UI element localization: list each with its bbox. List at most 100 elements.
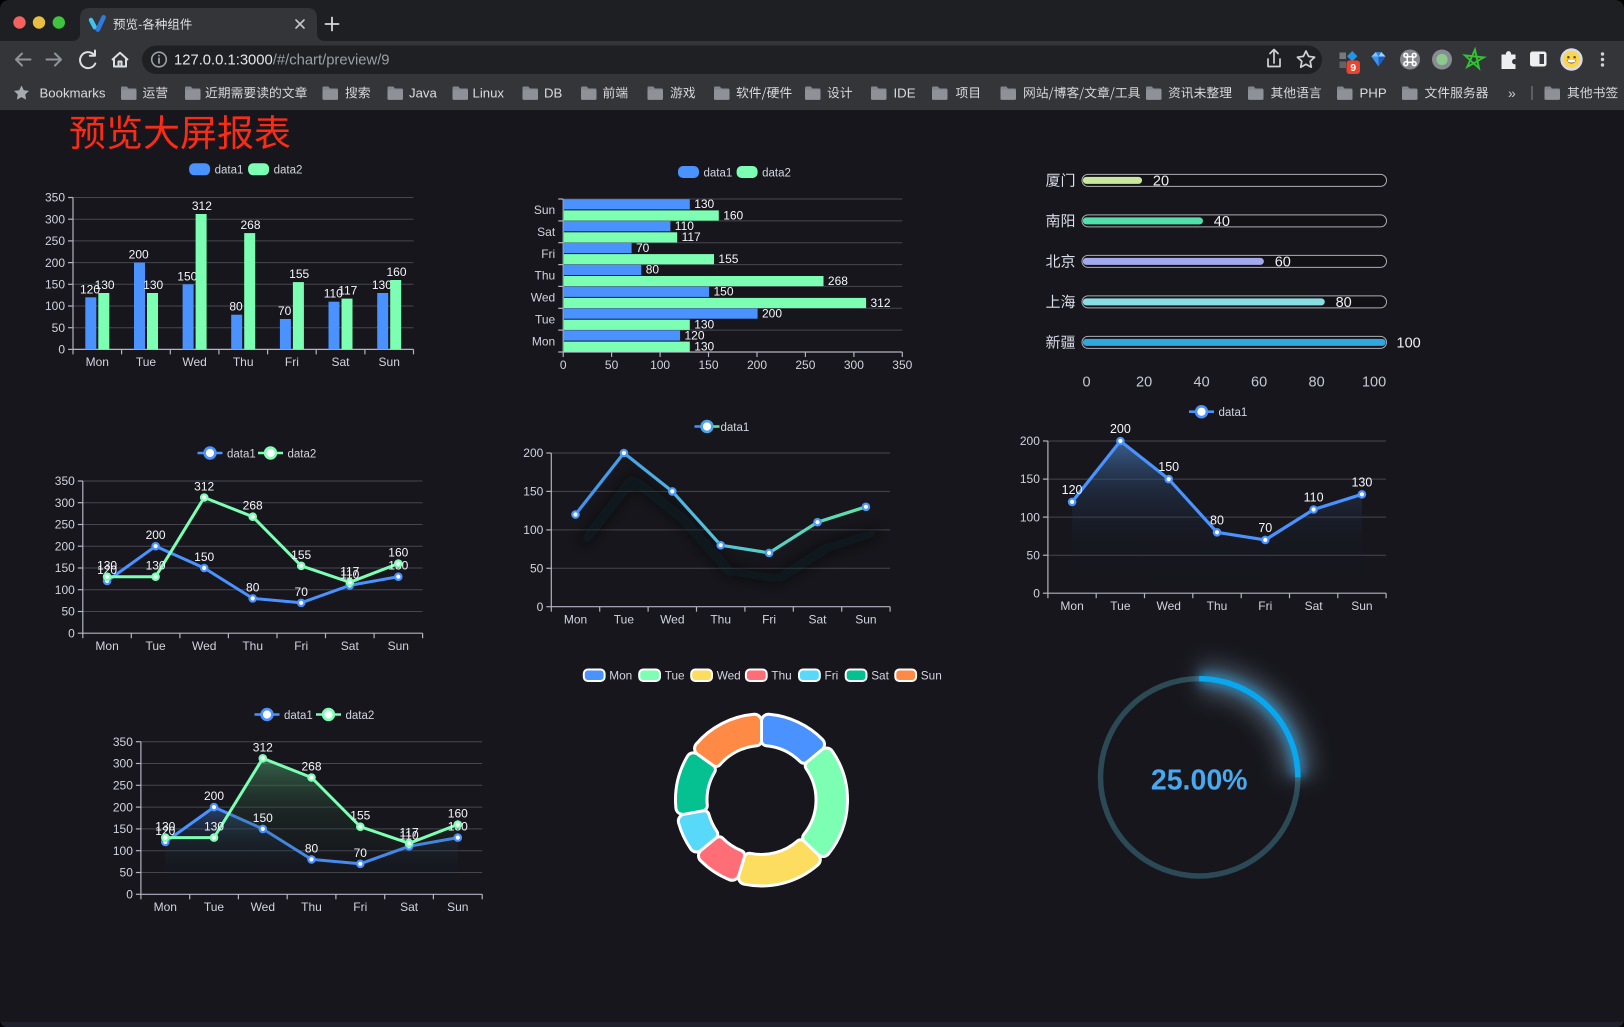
- svg-text:250: 250: [55, 518, 75, 532]
- svg-text:120: 120: [80, 282, 100, 296]
- svg-text:70: 70: [295, 585, 309, 599]
- svg-text:80: 80: [646, 263, 660, 277]
- svg-text:200: 200: [204, 789, 224, 803]
- svg-text:160: 160: [388, 546, 408, 560]
- svg-text:200: 200: [55, 539, 75, 553]
- svg-text:110: 110: [400, 828, 419, 842]
- svg-text:Mon: Mon: [1060, 599, 1083, 613]
- svg-text:Mon: Mon: [609, 669, 632, 683]
- svg-text:Sat: Sat: [871, 669, 889, 683]
- svg-text:Sat: Sat: [537, 225, 556, 239]
- svg-text:70: 70: [278, 304, 292, 318]
- svg-text:100: 100: [55, 583, 75, 597]
- svg-text:200: 200: [523, 446, 543, 460]
- svg-text:data1: data1: [227, 448, 256, 460]
- svg-text:80: 80: [1210, 513, 1224, 527]
- svg-text:80: 80: [246, 580, 260, 594]
- svg-text:Java: Java: [409, 86, 438, 101]
- svg-text:Wed: Wed: [1156, 599, 1180, 613]
- svg-text:130: 130: [146, 559, 166, 573]
- svg-text:Sun: Sun: [855, 613, 876, 627]
- svg-text:117: 117: [340, 564, 359, 578]
- svg-text:80: 80: [1309, 375, 1325, 391]
- svg-text:130: 130: [372, 278, 392, 292]
- svg-text:0: 0: [560, 358, 567, 372]
- svg-text:Sat: Sat: [341, 639, 360, 653]
- svg-text:Linux: Linux: [473, 86, 505, 101]
- svg-text:data1: data1: [215, 165, 244, 177]
- svg-text:130: 130: [97, 559, 117, 573]
- svg-text:IDE: IDE: [894, 86, 916, 101]
- svg-text:Wed: Wed: [660, 613, 684, 627]
- svg-text:data2: data2: [762, 167, 791, 179]
- svg-text:Wed: Wed: [251, 900, 275, 914]
- svg-text:data1: data1: [1219, 407, 1248, 419]
- svg-text:»: »: [1508, 85, 1516, 101]
- svg-text:160: 160: [723, 208, 743, 222]
- svg-text:data1: data1: [721, 422, 750, 434]
- svg-text:155: 155: [718, 252, 738, 266]
- svg-text:70: 70: [636, 241, 650, 255]
- svg-text:117: 117: [338, 284, 357, 298]
- svg-text:150: 150: [1158, 460, 1179, 474]
- svg-text:50: 50: [530, 562, 544, 576]
- svg-text:150: 150: [698, 358, 718, 372]
- svg-text:120: 120: [685, 328, 705, 342]
- svg-text:Wed: Wed: [182, 355, 206, 369]
- svg-text:Wed: Wed: [192, 639, 216, 653]
- svg-text:Thu: Thu: [242, 639, 263, 653]
- svg-text:70: 70: [1258, 521, 1272, 535]
- svg-text:200: 200: [1110, 422, 1131, 436]
- svg-text:Fri: Fri: [825, 669, 839, 683]
- svg-text:data2: data2: [274, 165, 303, 177]
- svg-text:200: 200: [113, 800, 133, 814]
- svg-text:120: 120: [155, 824, 175, 838]
- svg-text:40: 40: [1194, 375, 1210, 391]
- svg-text:60: 60: [1251, 375, 1267, 391]
- svg-text:350: 350: [113, 735, 133, 749]
- svg-text:Mon: Mon: [532, 334, 555, 348]
- svg-text:Fri: Fri: [1258, 599, 1272, 613]
- svg-text:80: 80: [305, 841, 319, 855]
- svg-text:Fri: Fri: [353, 900, 367, 914]
- svg-text:110: 110: [675, 219, 694, 233]
- svg-text:160: 160: [386, 265, 406, 279]
- svg-text:40: 40: [1214, 214, 1230, 230]
- svg-text:100: 100: [113, 844, 133, 858]
- svg-text:150: 150: [45, 278, 65, 292]
- svg-text:50: 50: [1027, 548, 1041, 562]
- svg-text:Mon: Mon: [564, 613, 587, 627]
- svg-text:Sat: Sat: [331, 355, 350, 369]
- svg-text:200: 200: [747, 358, 767, 372]
- svg-text:data2: data2: [288, 448, 317, 460]
- svg-text:Thu: Thu: [535, 269, 556, 283]
- svg-text:20: 20: [1153, 173, 1169, 189]
- svg-text:Tue: Tue: [145, 639, 166, 653]
- svg-text:Sun: Sun: [379, 355, 400, 369]
- svg-text:Sun: Sun: [388, 639, 409, 653]
- svg-text:DB: DB: [544, 86, 563, 101]
- svg-text:0: 0: [537, 600, 544, 614]
- svg-text:200: 200: [129, 248, 149, 262]
- svg-text:200: 200: [45, 256, 65, 270]
- svg-text:120: 120: [97, 563, 117, 577]
- svg-text:Fri: Fri: [294, 639, 308, 653]
- svg-text:Sun: Sun: [921, 669, 942, 683]
- svg-text:100: 100: [523, 523, 543, 537]
- svg-text:Bookmarks: Bookmarks: [40, 86, 106, 101]
- svg-text:80: 80: [229, 300, 243, 314]
- svg-text:150: 150: [113, 822, 133, 836]
- svg-text:268: 268: [301, 760, 321, 774]
- svg-text:Tue: Tue: [535, 312, 556, 326]
- svg-text:110: 110: [1304, 491, 1324, 505]
- svg-text:PHP: PHP: [1360, 86, 1387, 101]
- svg-text:Wed: Wed: [717, 669, 741, 683]
- svg-text:200: 200: [762, 306, 782, 320]
- svg-text:150: 150: [177, 269, 197, 283]
- svg-text:Tue: Tue: [665, 669, 685, 683]
- svg-text:130: 130: [694, 318, 714, 332]
- svg-text:350: 350: [892, 358, 912, 372]
- svg-text:300: 300: [113, 757, 133, 771]
- svg-text:50: 50: [120, 866, 134, 880]
- svg-text:100: 100: [1020, 510, 1040, 524]
